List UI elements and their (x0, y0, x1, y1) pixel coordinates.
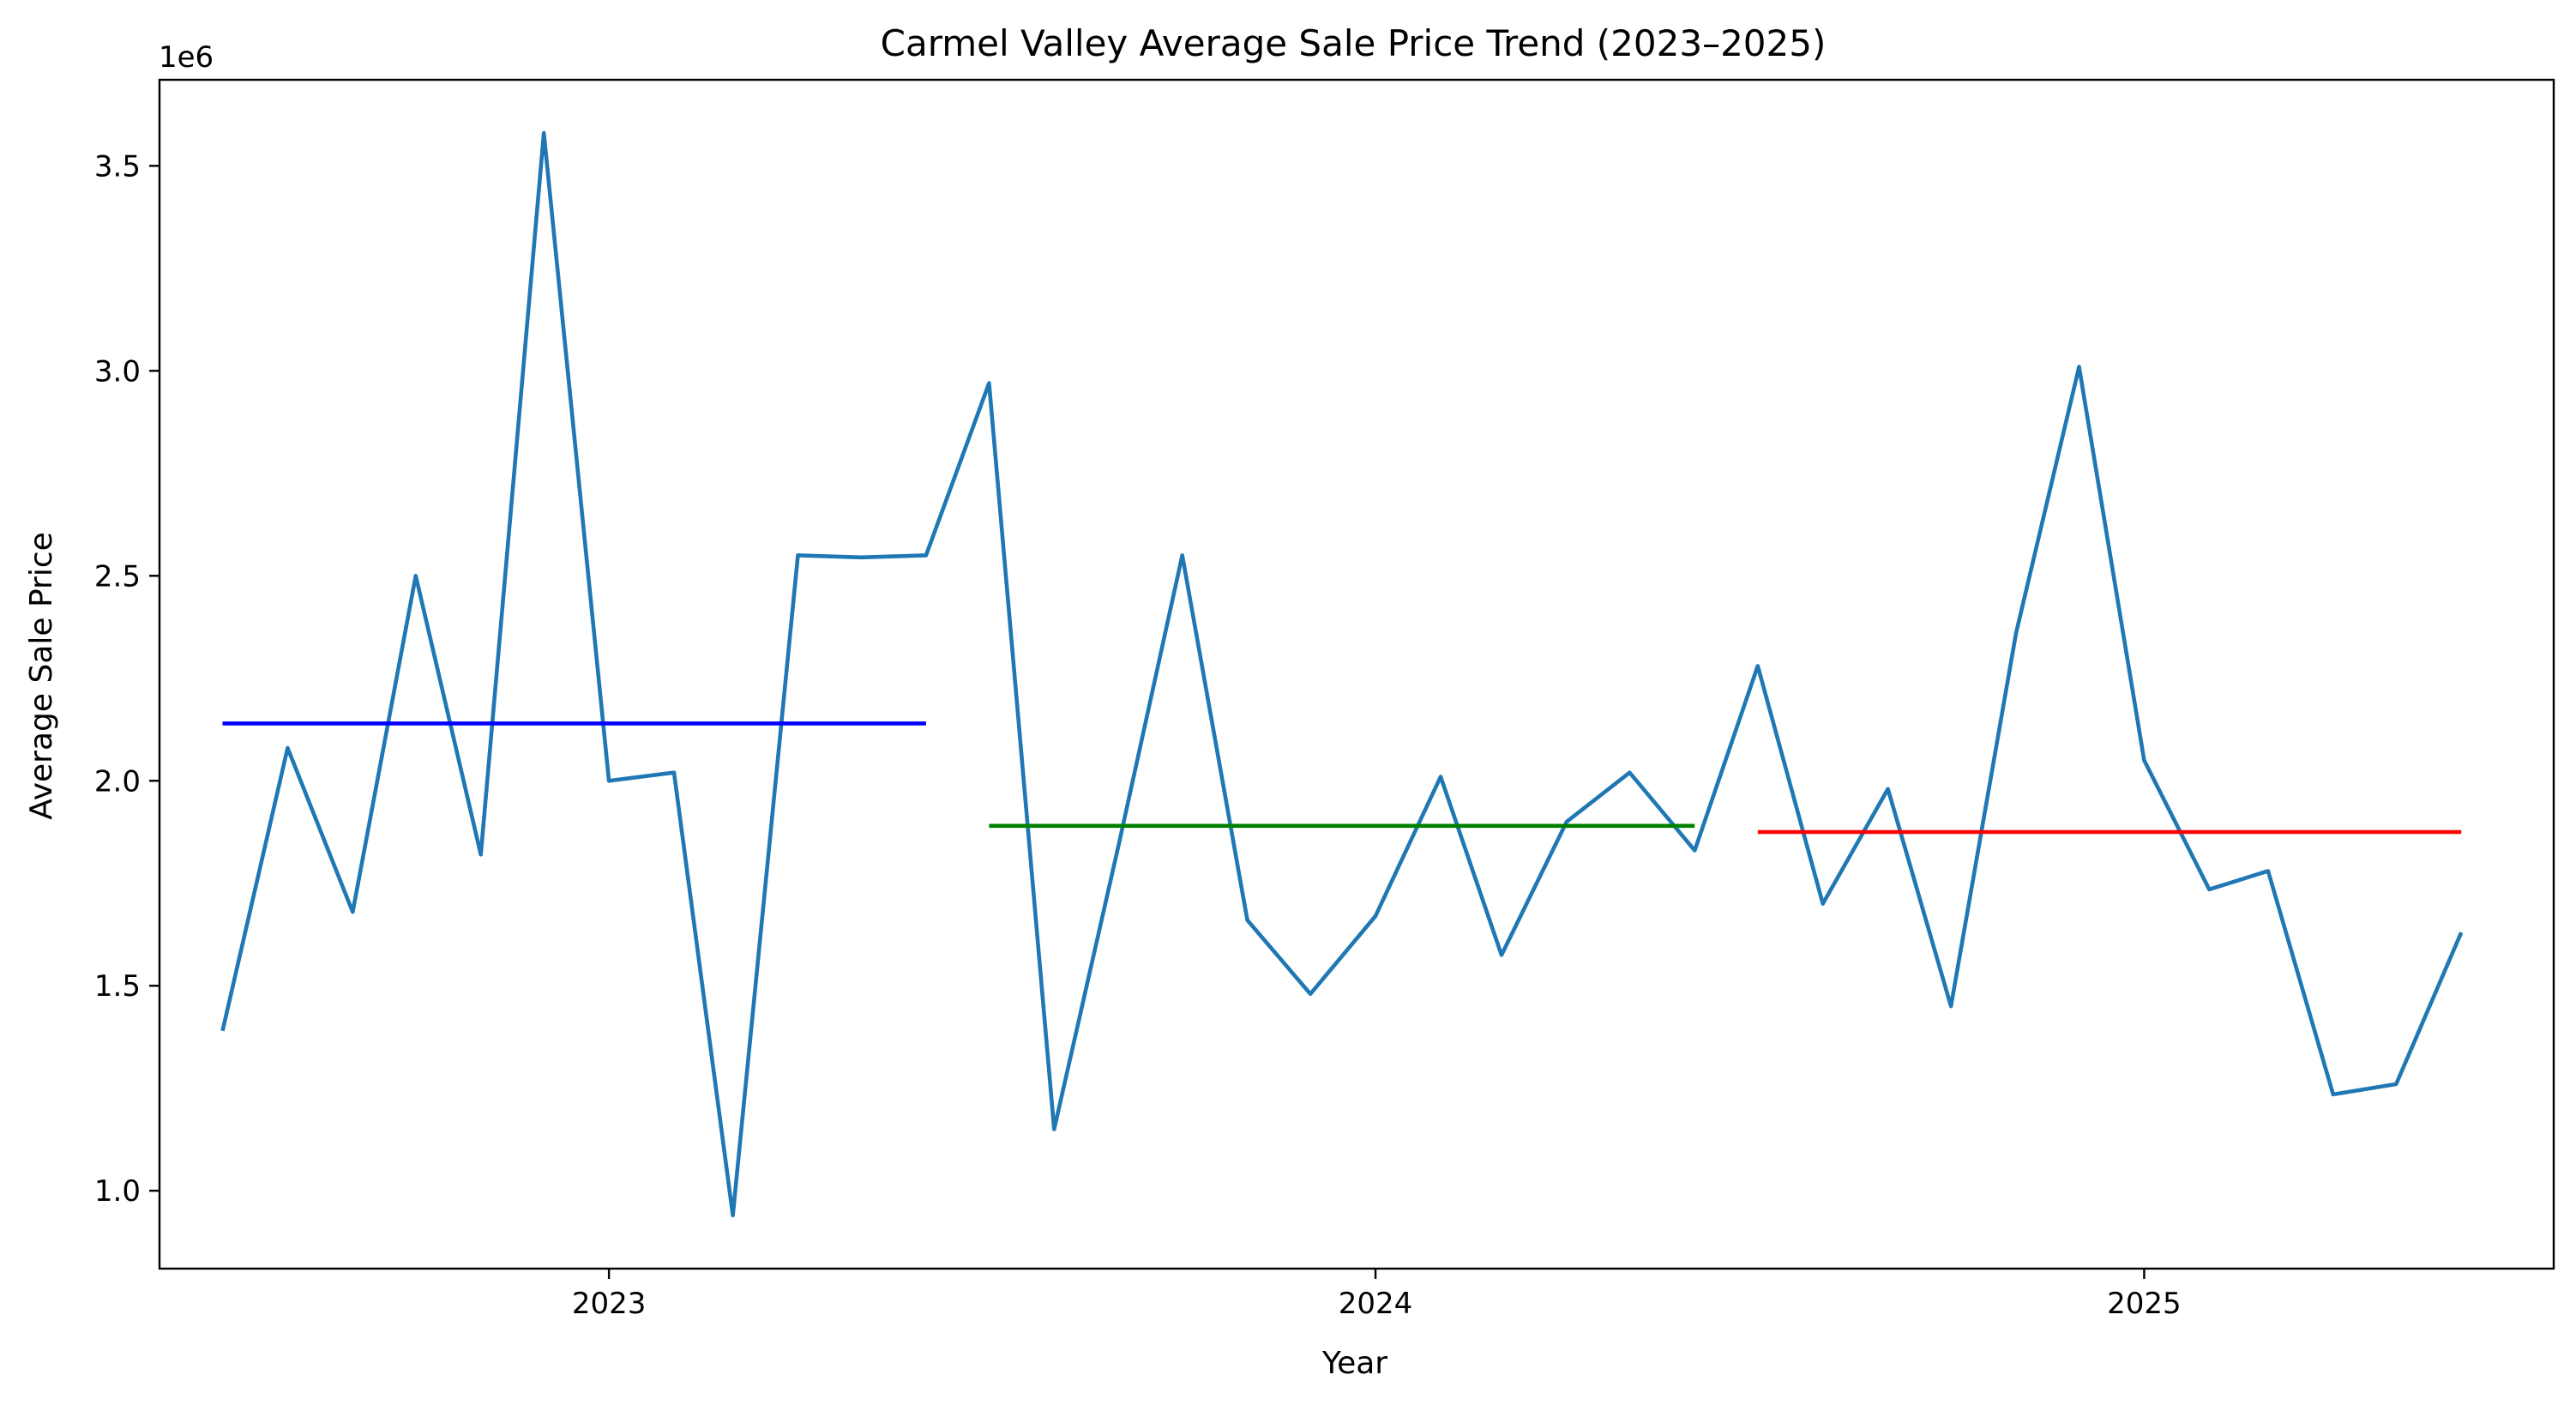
y-tick-label-2: 2.0 (94, 764, 141, 799)
y-axis: 1.0 1.5 2.0 2.5 3.0 3.5 (94, 149, 159, 1209)
series-line-0 (220, 130, 2464, 1218)
y-tick-label-0: 1.0 (94, 1174, 141, 1209)
x-tick-label-1: 2024 (1339, 1287, 1413, 1321)
chart-title: Carmel Valley Average Sale Price Trend (… (881, 22, 1827, 64)
plot-area (220, 130, 2464, 1218)
x-tick-label-0: 2023 (572, 1287, 647, 1321)
y-tick-label-1: 1.5 (94, 969, 141, 1004)
x-axis-label: Year (1321, 1346, 1387, 1381)
y-offset-label: 1e6 (159, 40, 214, 75)
y-tick-label-5: 3.5 (94, 149, 141, 184)
y-axis-label: Average Sale Price (24, 532, 59, 820)
x-axis: 2023 2024 2025 (572, 1269, 2182, 1321)
axes-frame (158, 78, 2555, 1270)
y-tick-label-4: 3.0 (94, 354, 141, 389)
y-tick-label-3: 2.5 (94, 559, 141, 594)
x-tick-label-2: 2025 (2107, 1287, 2182, 1321)
